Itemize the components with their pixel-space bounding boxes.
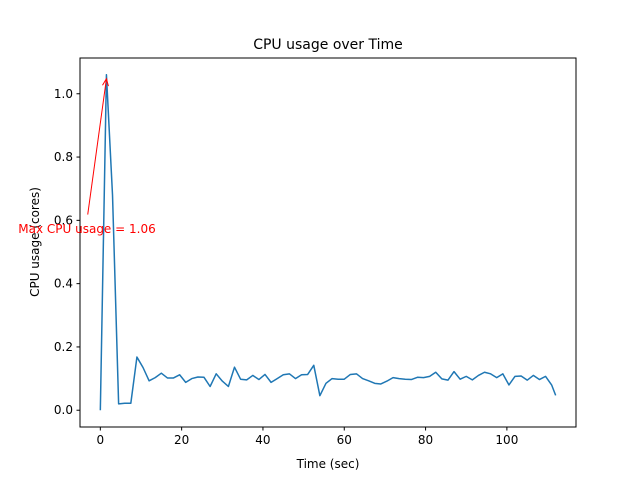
chart-title: CPU usage over Time (253, 37, 403, 53)
x-tick-label: 100 (495, 433, 518, 447)
annotation-arrow (87, 78, 107, 215)
y-tick-label: 0.4 (54, 277, 73, 291)
y-tick-label: 0.6 (54, 213, 73, 227)
cpu-usage-line (99, 74, 557, 411)
max-annotation-label: Max CPU usage = 1.06 (18, 222, 155, 236)
y-tick-label: 1.0 (54, 87, 73, 101)
y-tick-label: 0.0 (54, 403, 73, 417)
plot-frame (79, 57, 577, 428)
x-axis: 0 20 40 60 80 100 (97, 427, 518, 447)
x-tick-label: 20 (174, 433, 189, 447)
y-axis: 0.0 0.2 0.4 0.6 0.8 1.0 (54, 87, 80, 417)
x-axis-label: Time (sec) (296, 457, 360, 471)
x-tick-label: 0 (97, 433, 105, 447)
series-layer (99, 74, 557, 411)
annotation-arrowhead (102, 77, 109, 87)
x-tick-label: 40 (255, 433, 270, 447)
y-tick-label: 0.8 (54, 150, 73, 164)
annotation-layer: Max CPU usage = 1.06 (18, 77, 156, 236)
x-tick-label: 60 (337, 433, 352, 447)
y-axis-label: CPU usage (cores) (28, 187, 42, 297)
plot-area (79, 57, 577, 428)
x-tick-label: 80 (418, 433, 433, 447)
y-tick-label: 0.2 (54, 340, 73, 354)
